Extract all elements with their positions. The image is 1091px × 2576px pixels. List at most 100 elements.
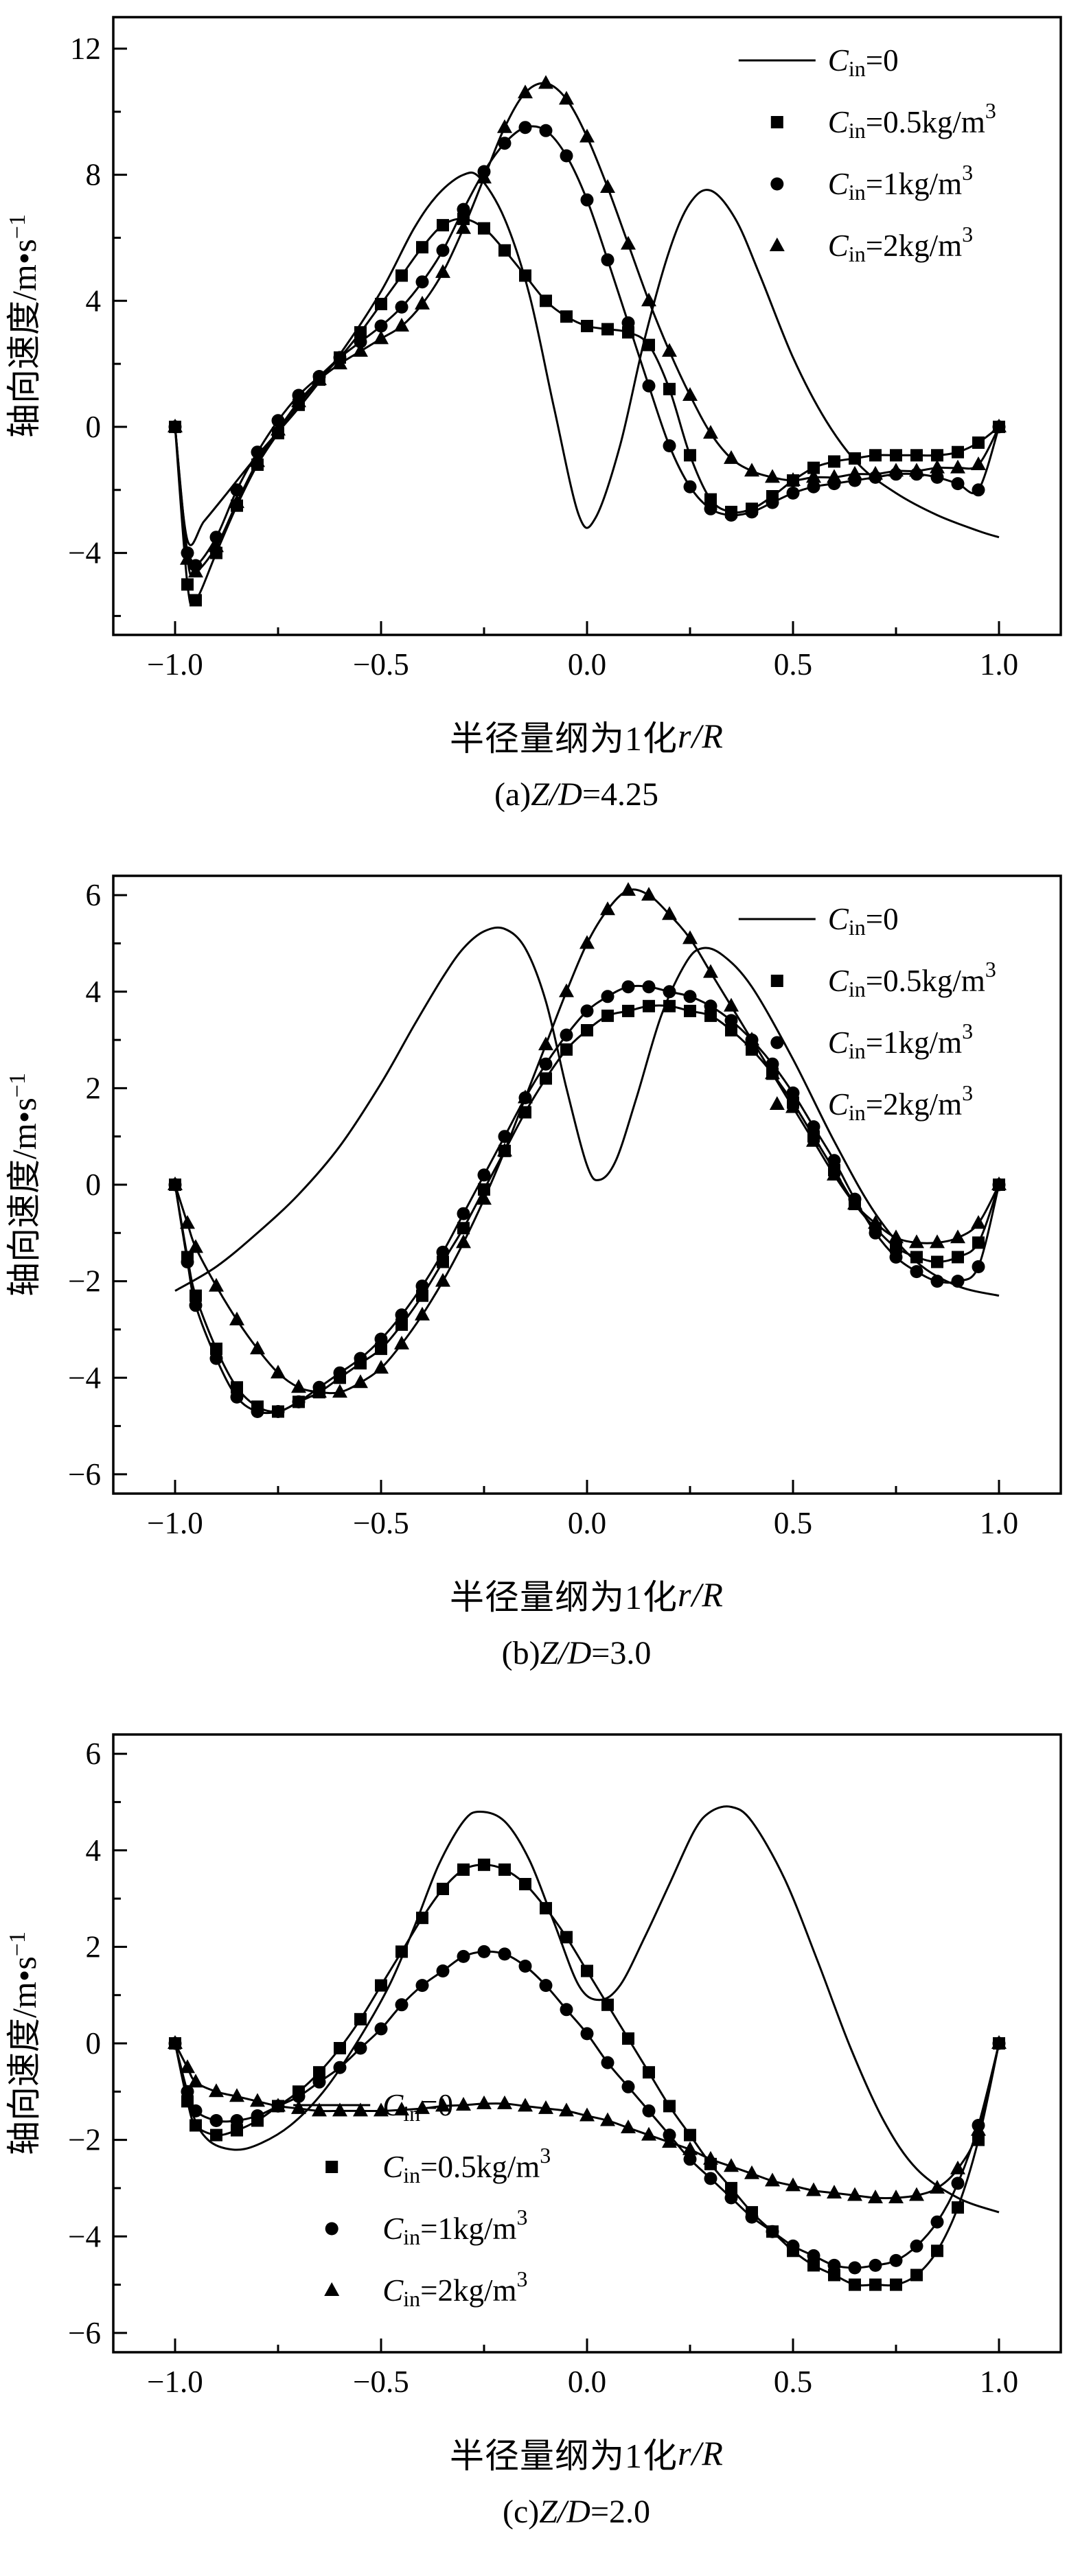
series-1-line	[174, 218, 1000, 607]
legend-label: Cin=1kg/m3	[828, 1019, 973, 1063]
legend-item-0: Cin=0	[738, 43, 899, 81]
panel-a: −1.0 −0.5 0.0 0.5 1.0 −4 0 4 8 12 轴向速度/m•s−1 Cin=0 C…	[0, 0, 1091, 859]
x-tick-labels: −1.0 −0.5 0.0 0.5 1.0	[147, 1506, 1018, 1540]
legend-square-symbol	[770, 116, 783, 128]
svg-text:−6: −6	[68, 1457, 101, 1492]
plot-border	[112, 1733, 1062, 2354]
svg-text:1.0: 1.0	[980, 2365, 1018, 2399]
svg-text:4: 4	[86, 283, 102, 318]
legend-label: Cin=1kg/m3	[828, 160, 973, 205]
legend-label: Cin=0.5kg/m3	[828, 98, 996, 143]
legend-item-2: Cin=1kg/m3	[770, 160, 973, 205]
x-axis-title-math: r/R	[678, 1575, 724, 1614]
legend-label: Cin=0	[382, 2088, 453, 2126]
svg-text:−2: −2	[68, 2123, 101, 2157]
series-3-markers	[168, 2035, 1007, 2203]
svg-text:0.0: 0.0	[568, 2365, 606, 2399]
y-tick-labels: −6 −4 −2 0 2 4 6	[68, 1737, 101, 2350]
legend-item-2: Cin=1kg/m3	[325, 2205, 527, 2249]
series-3	[168, 75, 1007, 578]
x-axis-title-text: 半径量纲为1化	[450, 719, 678, 758]
x-axis-title-math: r/R	[678, 717, 724, 755]
x-axis-title-c: 半径量纲为1化 r/R	[0, 2424, 1091, 2482]
y-axis-title: 轴向速度/m•s−1	[5, 1073, 43, 1297]
x-tick-labels: −1.0 −0.5 0.0 0.5 1.0	[147, 2365, 1018, 2399]
legend-label: Cin=0.5kg/m3	[828, 957, 996, 1001]
caption-a: (a) Z/D =4.25	[0, 765, 1091, 831]
caption-prefix: (b)	[501, 1635, 540, 1671]
series-1-markers	[169, 212, 1005, 607]
svg-text:0.0: 0.0	[568, 1506, 606, 1540]
caption-c: (c) Z/D =2.0	[0, 2482, 1091, 2548]
legend-label: Cin=0.5kg/m3	[382, 2143, 551, 2188]
svg-text:0.5: 0.5	[774, 2365, 812, 2399]
svg-text:0.0: 0.0	[568, 647, 606, 682]
legend-triangle-symbol	[769, 1096, 785, 1110]
svg-text:6: 6	[86, 878, 102, 912]
y-tick-labels: −6 −4 −2 0 2 4 6	[68, 878, 101, 1492]
svg-text:4: 4	[86, 1833, 102, 1868]
caption-b: (b) Z/D =3.0	[0, 1623, 1091, 1689]
caption-prefix: (a)	[494, 776, 531, 813]
legend-item-1: Cin=0.5kg/m3	[325, 2143, 551, 2188]
legend-item-0: Cin=0	[738, 902, 899, 940]
series-1	[169, 1858, 1005, 2291]
axis-ticks	[113, 894, 1000, 1494]
svg-text:6: 6	[86, 1737, 102, 1771]
series-1	[169, 999, 1005, 1418]
svg-text:0.5: 0.5	[774, 647, 812, 682]
series-0-line	[174, 926, 1000, 1297]
svg-text:−0.5: −0.5	[353, 1506, 409, 1540]
caption-math: Z/D	[539, 2494, 590, 2530]
legend-circle-symbol	[770, 177, 784, 191]
x-axis-title-a: 半径量纲为1化 r/R	[0, 707, 1091, 765]
y-axis-title: 轴向速度/m•s−1	[5, 214, 43, 438]
axis-ticks	[113, 47, 1000, 635]
svg-text:−0.5: −0.5	[353, 2365, 409, 2399]
y-tick-labels: −4 0 4 8 12	[68, 32, 101, 570]
legend-item-3: Cin=2kg/m3	[769, 222, 973, 266]
svg-text:−4: −4	[68, 536, 101, 570]
svg-text:0: 0	[86, 2026, 102, 2061]
chart-b-canvas: −1.0 −0.5 0.0 0.5 1.0 −6 −4 −2 0 2 4 6 轴向速度/m•s−1 Cin…	[5, 874, 1062, 1540]
legend-item-2: Cin=1kg/m3	[770, 1019, 973, 1063]
caption-prefix: (c)	[502, 2494, 540, 2530]
legend-circle-symbol	[770, 1036, 784, 1049]
series-2-markers	[168, 980, 1006, 1418]
legend-item-1: Cin=0.5kg/m3	[770, 98, 996, 143]
svg-text:−4: −4	[68, 2219, 101, 2253]
svg-text:−4: −4	[68, 1360, 101, 1395]
series-1-line	[174, 1864, 1000, 2287]
svg-text:1.0: 1.0	[980, 647, 1018, 682]
legend: Cin=0 Cin=0.5kg/m3 Cin=1kg/m3 Cin=2kg/m3	[738, 902, 996, 1125]
legend-square-symbol	[325, 2161, 338, 2173]
chart-a-canvas: −1.0 −0.5 0.0 0.5 1.0−404812轴向速度/m•s−1Cin=0C…	[5, 16, 1062, 682]
legend-item-3: Cin=2kg/m3	[769, 1080, 973, 1125]
svg-text:−6: −6	[68, 2316, 101, 2350]
svg-text:12: 12	[70, 32, 101, 66]
legend-item-3: Cin=2kg/m3	[324, 2266, 527, 2311]
series-3-markers	[168, 75, 1007, 578]
svg-text:−1.0: −1.0	[147, 647, 203, 682]
chart-c-canvas: −1.0 −0.5 0.0 0.5 1.0 −6 −4 −2 0 2 4 6 轴向速度/m•s−1 Cin…	[5, 1733, 1062, 2399]
series-2	[168, 121, 1006, 572]
legend: Cin=0 Cin=0.5kg/m3 Cin=1kg/m3 Cin=2kg/m3	[293, 2088, 551, 2311]
panel-b: −1.0 −0.5 0.0 0.5 1.0 −6 −4 −2 0 2 4 6 轴向速度/m•s−1 Cin…	[0, 859, 1091, 1717]
svg-text:4: 4	[86, 975, 102, 1009]
legend-triangle-symbol	[324, 2282, 340, 2296]
plot-area: −1.0 −0.5 0.0 0.5 1.0 −6 −4 −2 0 2 4 6 轴向速度/m•s−1 Cin…	[5, 1733, 1062, 2399]
svg-text:1.0: 1.0	[980, 1506, 1018, 1540]
series-3-markers	[168, 882, 1007, 1398]
legend-triangle-symbol	[769, 237, 785, 251]
svg-text:0: 0	[86, 1168, 102, 1202]
series-3	[168, 882, 1007, 1398]
legend-item-0: Cin=0	[293, 2088, 453, 2126]
plot-area: −1.0 −0.5 0.0 0.5 1.0 −6 −4 −2 0 2 4 6 轴向速度/m•s−1 Cin…	[5, 874, 1062, 1540]
svg-text:8: 8	[86, 158, 102, 192]
panel-c: −1.0 −0.5 0.0 0.5 1.0 −6 −4 −2 0 2 4 6 轴向速度/m•s−1 Cin…	[0, 1717, 1091, 2576]
caption-suffix: =2.0	[590, 2494, 651, 2530]
legend-label: Cin=2kg/m3	[828, 222, 973, 266]
x-axis-title-b: 半径量纲为1化 r/R	[0, 1566, 1091, 1623]
series-1-line	[174, 1004, 1000, 1413]
